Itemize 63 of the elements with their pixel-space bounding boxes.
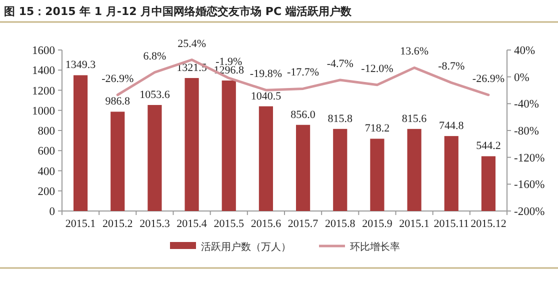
data-label: 25.4%	[178, 38, 206, 50]
y-tick-label: 1600	[32, 45, 56, 57]
y-tick-label: 400	[38, 166, 56, 178]
y2-tick-label: -120%	[514, 152, 546, 164]
bar	[73, 75, 88, 211]
y-tick-label: 600	[38, 146, 56, 158]
x-tick-label: 2015.1	[399, 218, 430, 230]
data-label: -26.9%	[472, 72, 504, 85]
data-label: -4.7%	[326, 58, 354, 70]
y2-tick-label: -40%	[514, 98, 540, 111]
data-label: 815.6	[402, 112, 428, 125]
y-tick-label: 1400	[32, 65, 56, 78]
bar	[333, 128, 348, 211]
x-tick-label: 2015.8	[325, 218, 356, 230]
x-tick-label: 2015.7	[288, 218, 319, 230]
data-label: -19.8%	[250, 68, 282, 80]
x-tick-label: 2015.6	[250, 218, 282, 230]
data-label: 986.8	[105, 96, 130, 108]
bar	[222, 80, 236, 211]
y-tick-label: 1000	[32, 105, 56, 118]
data-label: 856.0	[290, 108, 316, 121]
x-tick-label: 2015.12	[470, 218, 506, 230]
bar	[148, 104, 162, 211]
bar	[444, 136, 458, 211]
data-label: -8.7%	[438, 60, 465, 73]
y-tick-label: 1200	[32, 85, 56, 98]
y-tick-label: 800	[38, 126, 56, 138]
data-label: 744.8	[439, 120, 464, 132]
data-label: 1349.3	[65, 59, 96, 72]
data-label: -26.9%	[102, 72, 134, 85]
y2-tick-label: -200%	[514, 206, 546, 218]
bar	[481, 156, 496, 211]
data-label: 1053.6	[140, 88, 170, 101]
x-tick-label: 2015.11	[434, 218, 470, 230]
legend-label: 环比增长率	[350, 241, 400, 253]
data-label: 718.2	[364, 122, 390, 135]
x-tick-label: 2015.3	[140, 218, 170, 230]
y-tick-label: 200	[38, 186, 56, 198]
bar	[370, 138, 384, 211]
y-tick-label: 0	[49, 206, 56, 218]
y2-tick-label: -160%	[514, 179, 546, 192]
data-label: 1040.5	[250, 90, 282, 102]
x-tick-label: 2015.5	[214, 218, 244, 230]
x-tick-label: 2015.4	[176, 218, 208, 230]
bar	[407, 128, 422, 211]
x-tick-label: 2015.2	[102, 218, 133, 230]
chart-title: 图 15：2015 年 1 月-12 月中国网络婚恋交友市场 PC 端活跃用户数	[4, 5, 352, 18]
bar	[258, 106, 274, 211]
bar	[296, 124, 310, 211]
data-label: 6.8%	[143, 50, 166, 62]
y2-tick-label: 40%	[514, 45, 536, 57]
x-tick-label: 2015.1	[65, 218, 96, 230]
data-label: 815.8	[328, 112, 353, 125]
data-label: 544.2	[476, 140, 501, 152]
bar	[110, 112, 125, 211]
bar	[184, 78, 199, 211]
x-tick-label: 2015.9	[362, 218, 393, 230]
data-label: 13.6%	[400, 46, 429, 58]
y2-tick-label: 0%	[514, 72, 530, 84]
legend-label: 活跃用户数（万人）	[201, 241, 291, 253]
data-label: -17.7%	[287, 66, 320, 79]
data-label: -12.0%	[361, 62, 394, 75]
y2-tick-label: -80%	[514, 126, 540, 138]
